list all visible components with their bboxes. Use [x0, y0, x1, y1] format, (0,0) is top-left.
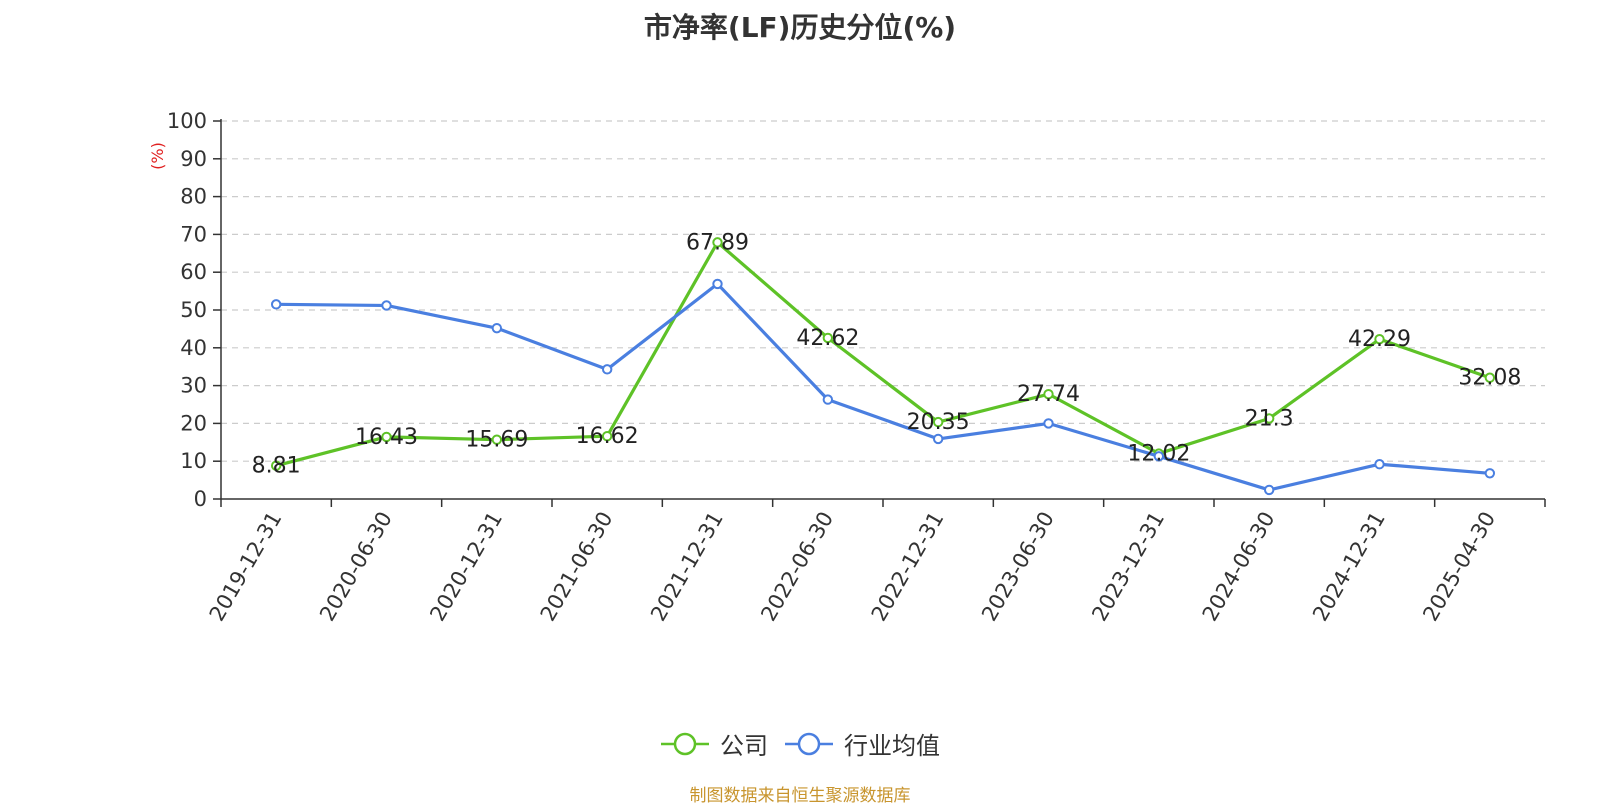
data-point[interactable]	[932, 416, 944, 428]
legend-label: 公司	[720, 732, 768, 760]
legend-item[interactable]: 公司	[660, 726, 768, 761]
x-tick-label: 2023-06-30	[977, 508, 1059, 626]
x-tick-label: 2023-12-31	[1087, 508, 1169, 626]
data-point[interactable]	[491, 434, 503, 445]
data-point[interactable]	[822, 332, 834, 344]
axes: 0 10 20 30 40 50 60 70 80 90 100(%) 2019-12-31 2020-…	[148, 109, 1546, 626]
y-tick-label: 10	[180, 449, 207, 473]
legend-swatch	[785, 732, 833, 755]
x-tick-label: 2019-12-31	[205, 508, 287, 626]
data-label: 8.81	[252, 454, 301, 479]
data-point[interactable]	[932, 433, 944, 445]
y-tick-label: 70	[180, 222, 207, 246]
data-label: 42.62	[796, 326, 859, 351]
data-point[interactable]	[1043, 388, 1054, 400]
data-point[interactable]	[1263, 413, 1275, 424]
legend-label: 行业均值	[844, 732, 940, 760]
grid-lines	[221, 120, 1545, 462]
y-tick-label: 90	[180, 147, 207, 171]
data-point[interactable]	[270, 460, 282, 471]
x-tick-label: 2025-04-30	[1418, 508, 1500, 626]
data-label: 16.43	[355, 425, 418, 450]
data-point[interactable]	[1484, 468, 1496, 479]
chart-title: 市净率(LF)历史分位(%)	[643, 11, 957, 44]
data-point[interactable]	[712, 278, 723, 290]
data-point[interactable]	[1043, 418, 1054, 429]
series-line-1	[276, 282, 1490, 492]
data-label: 15.69	[465, 428, 528, 453]
y-tick-label: 50	[180, 298, 207, 322]
x-tick-label: 2020-12-31	[425, 508, 507, 626]
y-tick-label: 20	[180, 411, 207, 435]
data-point[interactable]	[1153, 451, 1165, 462]
x-tick-label: 2024-06-30	[1198, 508, 1280, 626]
y-tick-label: 60	[180, 260, 207, 284]
data-label: 16.62	[576, 424, 639, 449]
legend-marker	[797, 732, 821, 755]
x-tick-label: 2022-12-31	[867, 508, 949, 626]
x-tick-label: 2022-06-30	[756, 508, 838, 626]
source-note: 制图数据来自恒生聚源数据库	[689, 786, 911, 806]
y-tick-label: 80	[180, 185, 207, 209]
data-point[interactable]	[1374, 459, 1385, 470]
x-tick-label: 2021-12-31	[646, 508, 728, 626]
data-point[interactable]	[822, 394, 834, 405]
data-point[interactable]	[712, 237, 723, 248]
legend: 公司 行业均值	[0, 726, 1600, 763]
series-line-0	[275, 240, 1491, 468]
data-label: 12.02	[1127, 442, 1190, 467]
data-label: 42.29	[1348, 327, 1411, 352]
legend-swatch	[661, 732, 709, 755]
data-labels: 8.81 16.43 15.69 16.62 67.89 42.62 20.35 27.74 1…	[252, 230, 1522, 478]
data-point[interactable]	[270, 299, 282, 310]
data-point[interactable]	[491, 322, 503, 334]
x-tick-label: 2024-12-31	[1308, 508, 1390, 626]
series-lines	[270, 237, 1496, 496]
data-label: 21.3	[1245, 406, 1294, 431]
legend-item[interactable]: 行业均值	[784, 726, 940, 761]
x-tick-label: 2021-06-30	[536, 508, 618, 626]
y-axis-label: (%)	[148, 142, 167, 170]
data-label: 20.35	[907, 410, 970, 435]
y-tick-label: 30	[180, 374, 207, 398]
data-label: 27.74	[1017, 382, 1080, 407]
data-label: 67.89	[686, 230, 749, 255]
y-tick-label: 40	[180, 336, 207, 360]
legend-marker	[673, 732, 697, 755]
data-point[interactable]	[381, 300, 392, 311]
data-point[interactable]	[1484, 372, 1496, 383]
data-point[interactable]	[381, 431, 392, 443]
x-tick-label: 2020-06-30	[315, 508, 397, 626]
y-tick-label: 100	[167, 109, 207, 133]
data-point[interactable]	[1374, 333, 1385, 345]
data-label: 32.08	[1458, 366, 1521, 391]
data-point[interactable]	[1263, 484, 1275, 496]
y-tick-label: 0	[194, 487, 207, 511]
data-point[interactable]	[601, 430, 613, 442]
data-point[interactable]	[601, 364, 613, 375]
